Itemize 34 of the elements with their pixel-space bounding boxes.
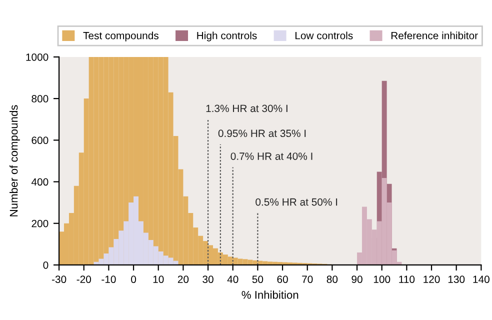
x-tick-label: 0 bbox=[131, 276, 136, 284]
ref-line-label: 1.3% HR at 30% I bbox=[206, 104, 288, 112]
x-tick-label: -30 bbox=[52, 276, 66, 284]
legend-label: Low controls bbox=[295, 32, 353, 40]
ref-line-label: 0.95% HR at 35% I bbox=[218, 130, 306, 138]
x-tick-label: 30 bbox=[202, 276, 214, 284]
ref-line-label: 0.5% HR at 50% I bbox=[256, 198, 338, 206]
x-tick-label: 130 bbox=[448, 276, 465, 284]
y-tick-label: 400 bbox=[31, 178, 48, 186]
legend-label: Reference inhibitor bbox=[391, 32, 478, 40]
x-tick-label: 80 bbox=[326, 276, 338, 284]
ref-line-label: 0.7% HR at 40% I bbox=[230, 152, 312, 160]
x-tick-label: -10 bbox=[102, 276, 116, 284]
y-tick-label: 200 bbox=[32, 220, 48, 228]
x-tick-label: 60 bbox=[277, 276, 288, 284]
legend-label: Test compounds bbox=[83, 32, 158, 42]
legend-label: High controls bbox=[197, 32, 257, 42]
x-tick-label: 120 bbox=[424, 276, 440, 284]
y-tick-label: 0 bbox=[43, 261, 48, 269]
y-axis-title: Number of compounds bbox=[10, 105, 20, 216]
x-tick-label: 100 bbox=[374, 276, 390, 284]
x-tick-label: 140 bbox=[473, 276, 490, 284]
x-tick-label: 110 bbox=[399, 276, 415, 284]
x-tick-label: 70 bbox=[302, 276, 313, 284]
x-axis-title: % Inhibition bbox=[242, 290, 298, 299]
y-tick-label: 1000 bbox=[26, 53, 48, 61]
x-tick-label: 40 bbox=[227, 276, 238, 284]
x-tick-label: 20 bbox=[178, 276, 189, 284]
y-tick-label: 600 bbox=[32, 136, 48, 144]
x-tick-label: 10 bbox=[153, 276, 164, 284]
x-tick-label: 90 bbox=[352, 276, 362, 284]
x-tick-label: 50 bbox=[252, 276, 264, 284]
y-tick-label: 800 bbox=[32, 95, 48, 102]
x-tick-label: -20 bbox=[76, 276, 91, 284]
